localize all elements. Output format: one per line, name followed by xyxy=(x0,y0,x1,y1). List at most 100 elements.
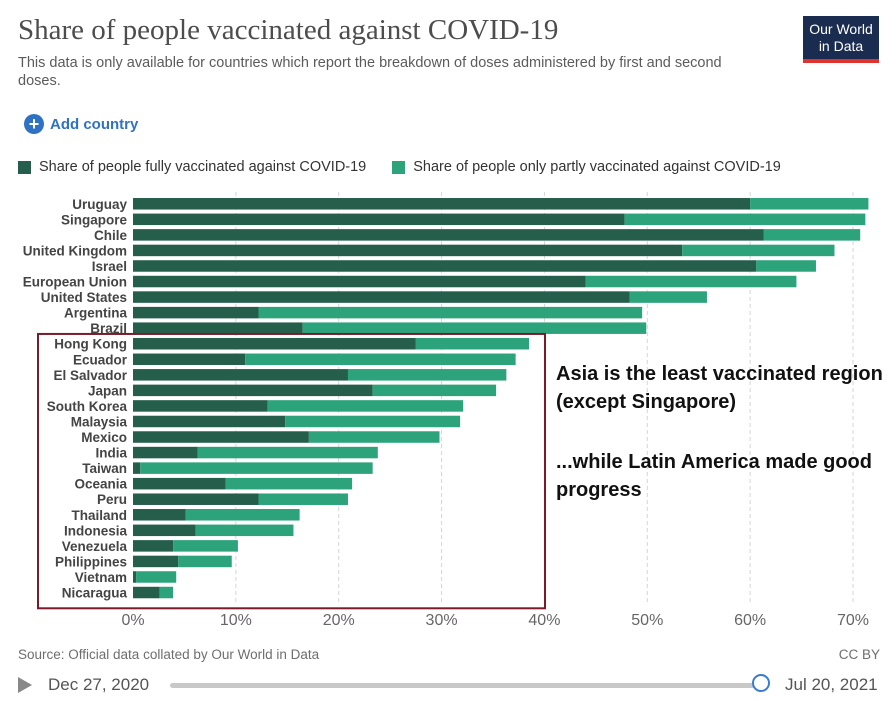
bar-partial xyxy=(173,540,238,552)
bar-partial xyxy=(756,260,816,272)
plus-circle-icon: + xyxy=(24,114,44,134)
category-label: Nicaragua xyxy=(62,586,128,601)
category-label: Philippines xyxy=(55,554,127,569)
x-tick-label: 40% xyxy=(528,612,560,629)
timeline-end-date: Jul 20, 2021 xyxy=(785,675,878,694)
bar-full xyxy=(133,306,259,319)
chart-title: Share of people vaccinated against COVID… xyxy=(18,14,559,46)
category-label: Singapore xyxy=(61,212,128,227)
category-label: Brazil xyxy=(90,321,127,336)
timeline-track[interactable] xyxy=(170,683,762,688)
timeline-handle[interactable] xyxy=(752,674,770,692)
bar-full xyxy=(133,322,303,334)
owid-logo[interactable]: Our World in Data xyxy=(803,16,879,63)
bar-full xyxy=(133,555,179,568)
highlight-box xyxy=(37,332,546,610)
bar-partial xyxy=(750,198,869,210)
bar-full xyxy=(133,509,186,521)
category-label: Vietnam xyxy=(75,570,127,585)
bar-partial xyxy=(629,291,707,303)
legend-item-partial[interactable]: Share of people only partly vaccinated a… xyxy=(392,159,781,175)
annotation-asia: Asia is the least vaccinated region (exc… xyxy=(556,363,883,413)
play-icon[interactable] xyxy=(18,677,32,693)
x-tick-label: 60% xyxy=(734,612,766,629)
bar-partial xyxy=(624,213,866,226)
category-label: Oceania xyxy=(74,477,127,492)
x-tick-label: 30% xyxy=(426,612,458,629)
bar-full xyxy=(133,291,630,303)
bar-partial xyxy=(258,493,348,505)
category-label: Taiwan xyxy=(82,461,127,476)
category-label: Uruguay xyxy=(72,197,127,212)
bar-full xyxy=(133,462,141,474)
bar-full xyxy=(133,477,226,490)
category-label: Thailand xyxy=(71,508,127,523)
x-tick-label: 70% xyxy=(837,612,869,629)
bar-partial xyxy=(245,353,516,366)
timeline: Dec 27, 2020 Jul 20, 2021 xyxy=(18,672,880,698)
legend-swatch-partial xyxy=(392,160,406,174)
bar-partial xyxy=(302,322,647,334)
bar-partial xyxy=(159,586,174,599)
bar-full xyxy=(133,400,268,412)
bar-full xyxy=(133,540,174,552)
bar-full xyxy=(133,353,246,366)
bar-partial xyxy=(763,229,861,241)
bar-partial xyxy=(347,369,507,381)
bar-partial xyxy=(308,431,440,443)
category-label: European Union xyxy=(23,275,127,290)
category-label: India xyxy=(95,446,127,461)
category-label: Venezuela xyxy=(62,539,128,554)
bar-full xyxy=(133,524,196,537)
category-label: Malaysia xyxy=(71,414,128,429)
bar-full xyxy=(133,260,757,272)
bar-full xyxy=(133,337,416,350)
bar-full xyxy=(133,213,625,226)
bar-partial xyxy=(195,524,294,537)
bar-partial xyxy=(682,244,835,257)
license-link[interactable]: CC BY xyxy=(838,647,880,662)
category-label: Israel xyxy=(92,259,127,274)
logo-line-2: in Data xyxy=(818,38,864,54)
bar-full xyxy=(133,198,751,210)
add-country-label: Add country xyxy=(50,115,139,133)
bar-full xyxy=(133,369,348,381)
bar-partial xyxy=(197,446,378,459)
bar-full xyxy=(133,446,198,459)
category-label: Japan xyxy=(88,383,127,398)
category-label: Chile xyxy=(94,228,127,243)
bar-partial xyxy=(225,477,353,490)
bar-partial xyxy=(372,384,497,397)
bar-full xyxy=(133,571,137,583)
bar-partial xyxy=(258,306,643,319)
bar-partial xyxy=(178,555,232,568)
legend-swatch-full xyxy=(18,160,31,174)
bar-full xyxy=(133,229,764,241)
bar-partial xyxy=(415,337,529,350)
bar-full xyxy=(133,415,286,428)
category-label: United Kingdom xyxy=(23,243,127,258)
category-label: Indonesia xyxy=(64,523,128,538)
x-tick-label: 0% xyxy=(121,612,144,629)
category-label: Hong Kong xyxy=(54,337,127,352)
x-tick-label: 50% xyxy=(631,612,663,629)
x-tick-label: 20% xyxy=(323,612,355,629)
category-label: Ecuador xyxy=(73,352,128,367)
x-tick-label: 10% xyxy=(220,612,252,629)
category-label: Mexico xyxy=(81,430,127,445)
bar-chart: 0% 10% 20% 30% 40% 50% 60% 70% UruguaySingaporeC… xyxy=(23,192,869,629)
legend-item-full[interactable]: Share of people fully vaccinated against… xyxy=(18,159,366,175)
bar-partial xyxy=(185,509,300,521)
bar-full xyxy=(133,493,259,505)
category-label: United States xyxy=(41,290,127,305)
source-note: Source: Official data collated by Our Wo… xyxy=(18,647,320,662)
bar-partial xyxy=(285,415,461,428)
category-label: Argentina xyxy=(64,306,127,321)
bar-full xyxy=(133,275,586,288)
bar-partial xyxy=(136,571,177,583)
timeline-start-date: Dec 27, 2020 xyxy=(48,675,150,694)
annotation-latin-america: ...while Latin America made good progres… xyxy=(556,451,872,501)
legend-label-full: Share of people fully vaccinated against… xyxy=(39,159,367,175)
category-label: Peru xyxy=(97,492,127,507)
add-country-button[interactable]: + Add country xyxy=(24,113,138,135)
